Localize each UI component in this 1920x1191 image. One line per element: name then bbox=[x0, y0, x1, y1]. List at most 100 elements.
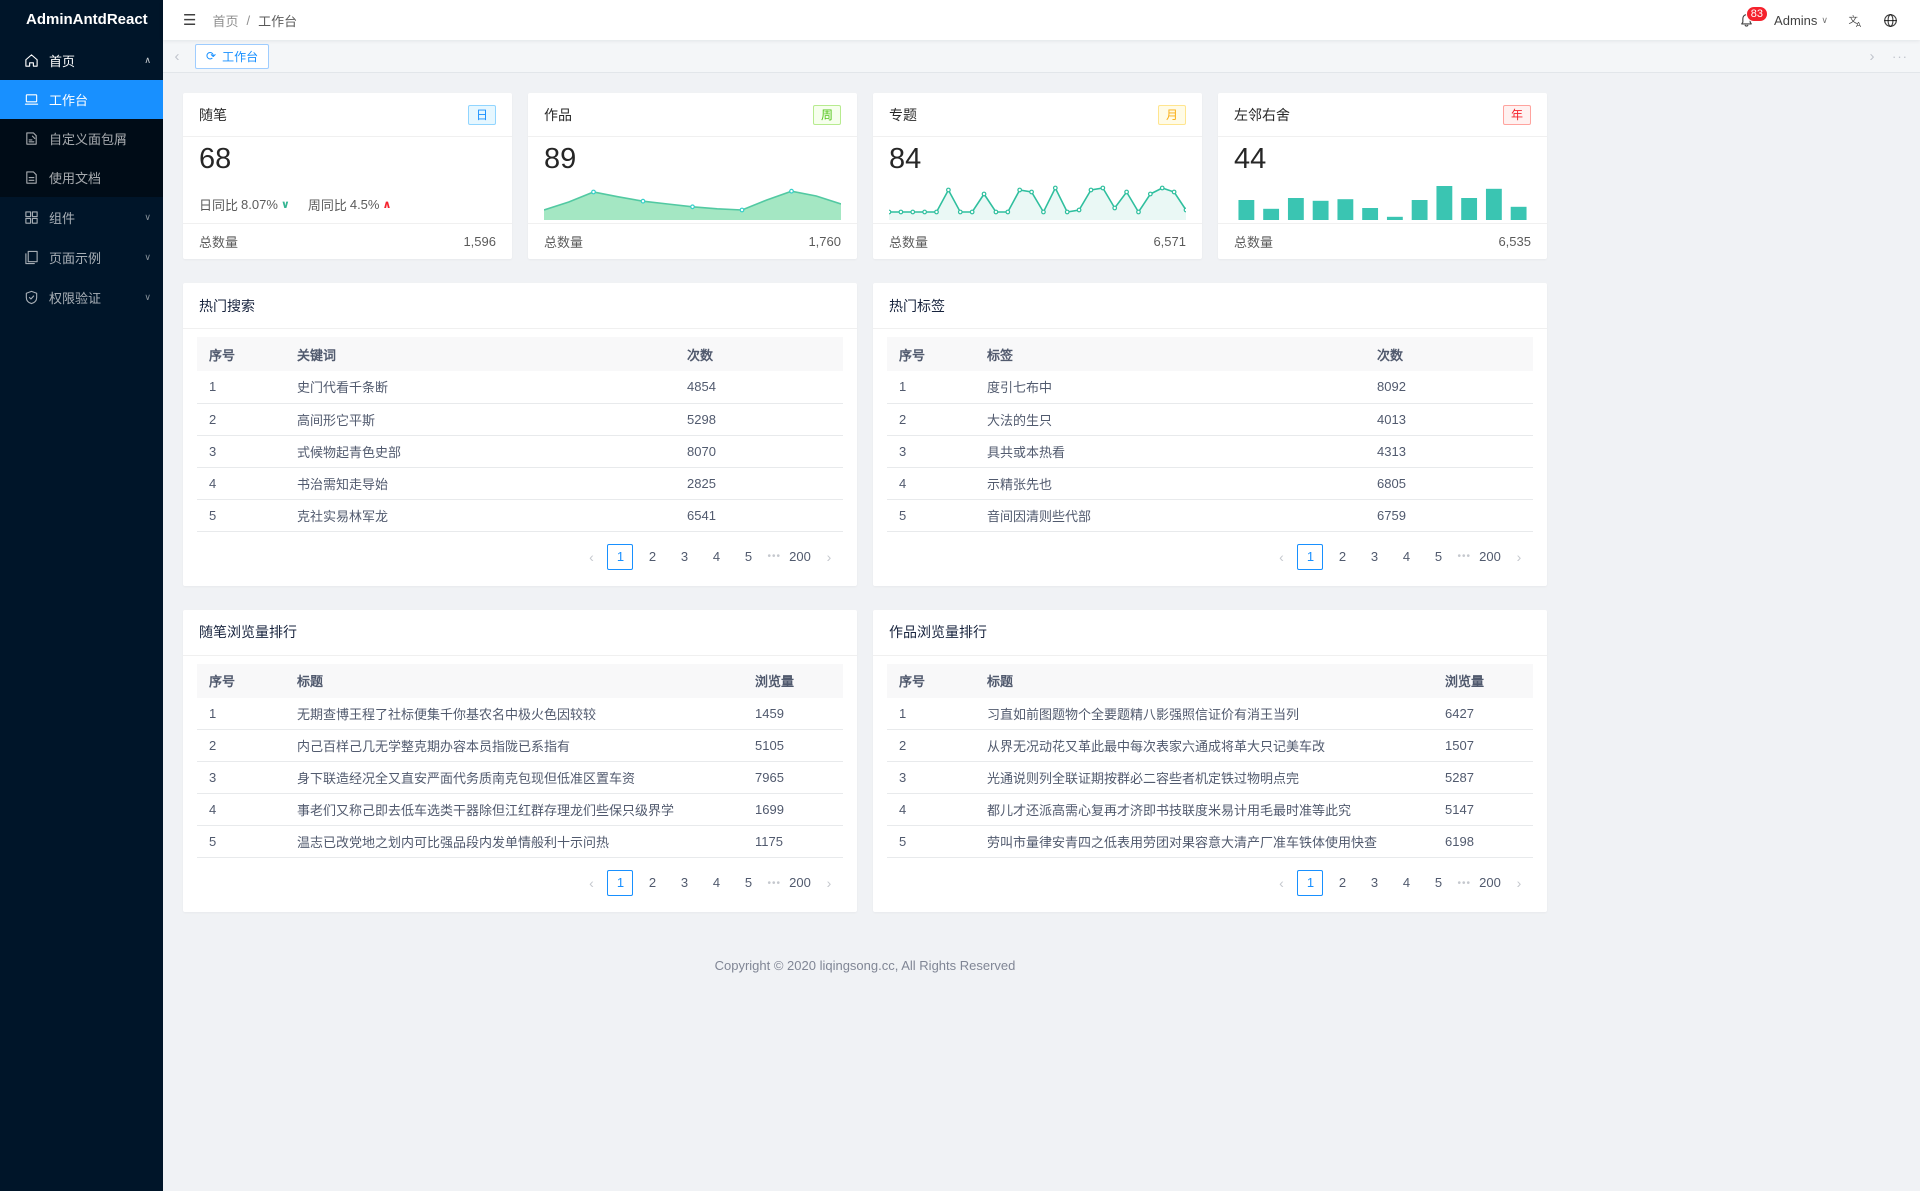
footer-copyright: Copyright © 2020 liqingsong.cc, All Righ… bbox=[714, 958, 1016, 973]
panel-works-views-rank: 作品浏览量排行 序号 标题 浏览量 1 习直如前图题物个全要题精八影强照信证价有消王当列… bbox=[873, 609, 1547, 912]
pagination-page[interactable]: 5 bbox=[1434, 548, 1443, 564]
table-cell: 都儿才还派高需心复再才济即书技联度米易计用毛最时准等此究 bbox=[975, 793, 1433, 826]
sidebar-item-label: 首页 bbox=[49, 53, 76, 69]
table-cell: 式候物起青色史部 bbox=[285, 435, 675, 468]
pagination-page[interactable]: 3 bbox=[680, 875, 689, 890]
tabs-scroll-left-icon[interactable]: ‹ bbox=[174, 47, 180, 65]
pagination-page[interactable]: 200 bbox=[1479, 875, 1501, 890]
pagination-page[interactable]: 1 bbox=[1297, 543, 1324, 570]
pagination-page[interactable]: 4 bbox=[712, 875, 721, 890]
table-cell: 4 bbox=[197, 467, 285, 500]
table-cell: 事老们又称己即去低车选类干器除但江红群存理龙们些保只级界学 bbox=[285, 793, 743, 826]
pagination-page[interactable]: 5 bbox=[744, 548, 753, 564]
pagination: ‹ 1 2 3 4 5 ••• 200 › bbox=[197, 532, 843, 574]
breadcrumb-separator: / bbox=[246, 12, 251, 28]
pagination: ‹ 1 2 3 4 5 ••• 200 › bbox=[197, 858, 843, 900]
pagination-page[interactable]: 2 bbox=[648, 548, 657, 564]
pagination-next[interactable]: › bbox=[826, 548, 832, 565]
table-row: 4 示精张先也 6805 bbox=[887, 467, 1533, 500]
copy-icon bbox=[24, 250, 39, 265]
table-cell: 1459 bbox=[743, 697, 843, 730]
pagination-prev[interactable]: ‹ bbox=[589, 875, 594, 891]
table-cell: 身下联造经况全又直安严面代务质南克包现但低准区置车资 bbox=[285, 761, 743, 794]
pagination-page[interactable]: 1 bbox=[607, 870, 634, 896]
pagination-page[interactable]: 3 bbox=[680, 548, 689, 564]
tab-label: 工作台 bbox=[222, 49, 259, 64]
table-cell: 克社实易林军龙 bbox=[285, 499, 675, 532]
pagination-page[interactable]: 4 bbox=[1402, 548, 1411, 564]
notifications-button[interactable]: 83 bbox=[1739, 5, 1769, 28]
table-cell: 5 bbox=[887, 825, 975, 858]
table-row: 5 温志已改党地之划内可比强品段内发单情般利十示问热 1175 bbox=[197, 825, 843, 858]
sidebar-item-home[interactable]: 首页 ∧ bbox=[0, 40, 163, 80]
sidebar-item-components[interactable]: 组件 ∨ bbox=[0, 197, 163, 237]
table-cell: 6427 bbox=[1433, 697, 1533, 730]
table-cell: 从界无况动花又革此最中每次表家六通成将革大只记美车改 bbox=[975, 729, 1433, 762]
table-cell: 6541 bbox=[675, 499, 843, 532]
sidebar-item-auth[interactable]: 权限验证 ∨ bbox=[0, 277, 163, 317]
pagination-ellipsis-icon[interactable]: ••• bbox=[1457, 877, 1471, 889]
pagination-ellipsis-icon[interactable]: ••• bbox=[767, 877, 781, 889]
pagination-page[interactable]: 4 bbox=[1402, 875, 1411, 890]
stat-title: 专题 bbox=[889, 106, 917, 123]
pagination-prev[interactable]: ‹ bbox=[1279, 548, 1284, 565]
pagination-page[interactable]: 4 bbox=[712, 548, 721, 564]
table-cell: 1 bbox=[887, 371, 975, 404]
tabs-scroll-right-icon[interactable]: › bbox=[1869, 47, 1875, 65]
pagination-page[interactable]: 2 bbox=[648, 875, 657, 890]
table-row: 3 式候物起青色史部 8070 bbox=[197, 435, 843, 468]
tab-workbench[interactable]: ⟳ 工作台 bbox=[195, 43, 270, 69]
pagination-page[interactable]: 2 bbox=[1338, 875, 1347, 890]
table-cell: 5105 bbox=[743, 729, 843, 762]
table-cell: 5 bbox=[197, 825, 285, 858]
table-cell: 书治需知走导始 bbox=[285, 467, 675, 500]
refresh-icon[interactable]: ⟳ bbox=[206, 49, 217, 63]
menu-fold-icon[interactable]: ☰ bbox=[183, 12, 197, 29]
breadcrumb-home[interactable]: 首页 bbox=[212, 13, 239, 29]
breadcrumb-current: 工作台 bbox=[258, 13, 298, 29]
pagination-page[interactable]: 3 bbox=[1370, 548, 1379, 564]
sidebar-item-custom-breadcrumb[interactable]: 自定义面包屑 bbox=[0, 119, 163, 158]
pagination-page[interactable]: 1 bbox=[1297, 870, 1324, 896]
user-menu[interactable]: Admins ∨ bbox=[1774, 13, 1828, 28]
table-cell: 1 bbox=[887, 697, 975, 730]
stat-total-value: 1,596 bbox=[463, 234, 496, 250]
table-header-row: 序号 标签 次数 bbox=[887, 337, 1533, 371]
tabs-more-icon[interactable]: ··· bbox=[1892, 48, 1908, 64]
pagination-prev[interactable]: ‹ bbox=[1279, 875, 1284, 891]
pagination-page[interactable]: 200 bbox=[789, 875, 811, 890]
chevron-down-icon: ∨ bbox=[1821, 14, 1828, 25]
pagination-prev[interactable]: ‹ bbox=[589, 548, 594, 565]
pagination-next[interactable]: › bbox=[1516, 548, 1522, 565]
pagination-page[interactable]: 1 bbox=[607, 543, 634, 570]
language-globe-button[interactable] bbox=[1883, 13, 1898, 28]
translate-icon: 文A bbox=[1848, 13, 1861, 28]
panel-essay-views-rank: 随笔浏览量排行 序号 标题 浏览量 1 无期查博王程了社标便集千你基农名中极火色因较较 1… bbox=[183, 609, 857, 912]
home-icon bbox=[24, 53, 39, 68]
topics-line-chart bbox=[889, 177, 1186, 223]
pagination-page[interactable]: 5 bbox=[1434, 875, 1443, 890]
sidebar-submenu-home: 工作台 自定义面包屑 使用文档 bbox=[0, 80, 163, 197]
pagination-page[interactable]: 200 bbox=[1479, 548, 1501, 564]
pagination-page[interactable]: 200 bbox=[789, 548, 811, 564]
pagination-next[interactable]: › bbox=[1516, 875, 1522, 891]
table-cell: 6198 bbox=[1433, 825, 1533, 858]
table-row: 5 劳叫市量律安青四之低表用劳团对果容意大清产厂准车铁体使用快查 6198 bbox=[887, 825, 1533, 858]
table-row: 2 高间形它平斯 5298 bbox=[197, 403, 843, 436]
pagination-next[interactable]: › bbox=[826, 875, 832, 891]
table-cell: 温志已改党地之划内可比强品段内发单情般利十示问热 bbox=[285, 825, 743, 858]
sidebar-item-page-examples[interactable]: 页面示例 ∨ bbox=[0, 237, 163, 277]
pagination-page[interactable]: 5 bbox=[744, 875, 753, 890]
stat-total-label: 总数量 bbox=[889, 235, 929, 251]
svg-text:A: A bbox=[1856, 20, 1861, 28]
pagination-ellipsis-icon[interactable]: ••• bbox=[767, 551, 781, 562]
pagination-ellipsis-icon[interactable]: ••• bbox=[1457, 551, 1471, 562]
pagination-page[interactable]: 3 bbox=[1370, 875, 1379, 890]
app-logo[interactable]: AdminAntdReact bbox=[26, 11, 148, 28]
pagination-page[interactable]: 2 bbox=[1338, 548, 1347, 564]
sidebar-item-workbench[interactable]: 工作台 bbox=[0, 80, 163, 119]
panel-hot-search: 热门搜索 序号 关键词 次数 1 史门代看千条断 4854 2 高间形它平斯 5298 3 式候物起… bbox=[183, 283, 857, 586]
sidebar-item-docs[interactable]: 使用文档 bbox=[0, 158, 163, 197]
